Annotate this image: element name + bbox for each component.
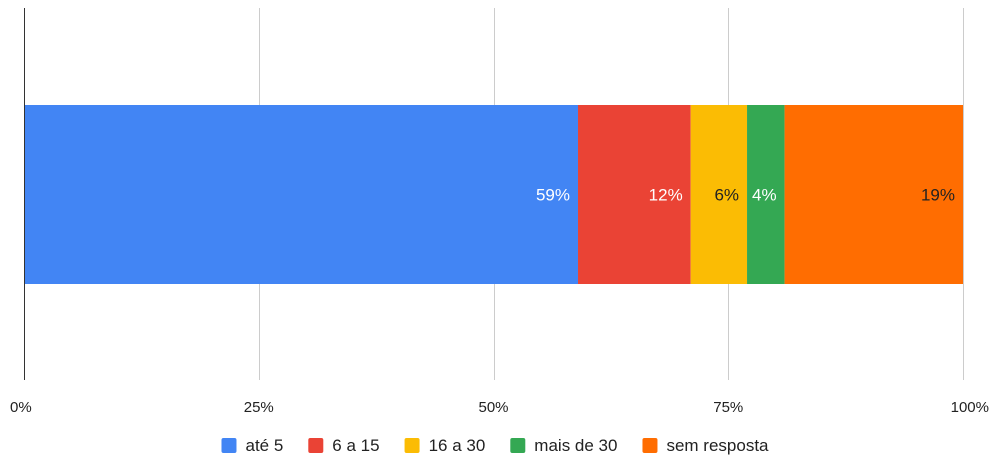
data-label-5: 19%	[921, 186, 955, 205]
legend-label: sem resposta	[666, 436, 769, 455]
legend-label: 16 a 30	[429, 436, 486, 455]
legend-swatch	[510, 438, 526, 453]
bar-segment-5	[784, 105, 963, 284]
legend-item-4: mais de 30	[510, 436, 617, 455]
legend-label: mais de 30	[534, 436, 617, 455]
legend-item-5: sem resposta	[642, 436, 769, 455]
legend-swatch	[642, 438, 658, 453]
data-label-3: 6%	[714, 186, 739, 205]
legend-label: 6 a 15	[332, 436, 379, 455]
bar-segment-2	[578, 105, 691, 284]
bar-segments	[24, 105, 963, 284]
x-tick-label: 0%	[10, 399, 32, 416]
x-axis-tick-labels: 0% 25% 50% 75% 100%	[10, 399, 989, 416]
data-labels: 59% 12% 6% 4% 19%	[536, 186, 955, 205]
bar-segment-1	[24, 105, 579, 284]
data-label-1: 59%	[536, 186, 570, 205]
bar-segment-3	[690, 105, 748, 284]
legend-item-2: 6 a 15	[308, 436, 380, 455]
x-tick-label: 75%	[713, 399, 743, 416]
x-tick-label: 100%	[951, 399, 989, 416]
legend-swatch	[221, 438, 237, 453]
bar-segment-4	[747, 105, 785, 284]
x-tick-label: 50%	[478, 399, 508, 416]
legend-swatch	[404, 438, 420, 453]
legend-swatch	[308, 438, 324, 453]
data-label-4: 4%	[752, 186, 777, 205]
legend-item-3: 16 a 30	[404, 436, 486, 455]
legend: até 5 6 a 15 16 a 30 mais de 30 sem resposta	[221, 436, 769, 455]
legend-item-1: até 5	[221, 436, 283, 455]
data-label-2: 12%	[649, 186, 683, 205]
legend-label: até 5	[245, 436, 283, 455]
x-tick-label: 25%	[244, 399, 274, 416]
